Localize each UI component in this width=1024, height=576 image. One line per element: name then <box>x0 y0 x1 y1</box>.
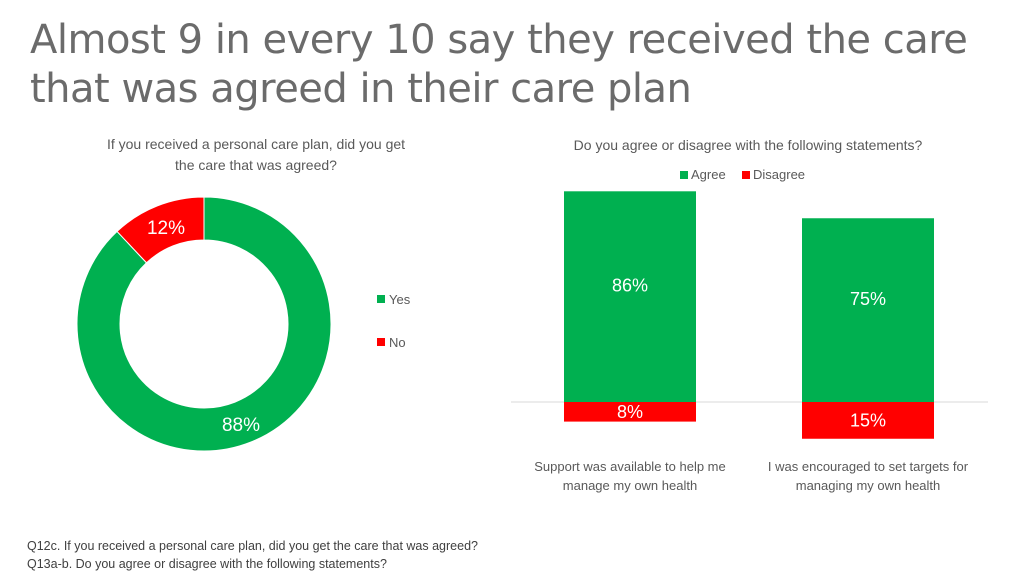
category-label-1-line-2: manage my own health <box>563 478 697 493</box>
legend-label-disagree: Disagree <box>753 167 805 182</box>
donut-label-no: 12% <box>147 218 185 239</box>
legend-label-no: No <box>389 335 406 350</box>
category-label-1-line-1: Support was available to help me <box>534 459 726 474</box>
legend-swatch-disagree <box>742 171 750 179</box>
donut-chart: 88% 12% <box>76 196 332 452</box>
legend-label-agree: Agree <box>691 167 726 182</box>
donut-legend: Yes No <box>377 292 411 350</box>
donut-slice-yes <box>76 196 332 452</box>
footnote: Q12c. If you received a personal care pl… <box>27 537 478 573</box>
footnote-line-2: Q13a-b. Do you agree or disagree with th… <box>27 557 387 571</box>
page-title-line-1: Almost 9 in every 10 say they received t… <box>30 17 968 63</box>
legend-swatch-agree <box>680 171 688 179</box>
bar-agree-1 <box>564 191 696 402</box>
legend-swatch-yes <box>377 295 385 303</box>
donut-chart-title-line-2: the care that was agreed? <box>175 157 337 173</box>
bar-disagree-2 <box>802 402 934 439</box>
bar-chart-title: Do you agree or disagree with the follow… <box>573 137 923 153</box>
donut-chart-title-line-1: If you received a personal care plan, di… <box>106 136 406 152</box>
legend-label-yes: Yes <box>389 292 411 307</box>
donut-slice-no <box>116 196 205 264</box>
page-title: Almost 9 in every 10 say they received t… <box>30 16 990 114</box>
category-label-2-line-1: I was encouraged to set targets for <box>768 459 969 474</box>
bar-disagree-1 <box>564 402 696 422</box>
legend-swatch-no <box>377 338 385 346</box>
donut-label-yes: 88% <box>222 415 260 436</box>
bar-label-agree-2: 75% <box>850 289 886 309</box>
bar-label-disagree-1: 8% <box>617 402 643 422</box>
footnote-line-1: Q12c. If you received a personal care pl… <box>27 539 478 553</box>
page-title-line-2: that was agreed in their care plan <box>30 66 692 112</box>
bar-legend: Agree Disagree <box>680 167 805 182</box>
bar-label-disagree-2: 15% <box>850 410 886 430</box>
category-label-2-line-2: managing my own health <box>796 478 941 493</box>
bar-chart: 86% 8% Support was available to help me man… <box>511 191 988 493</box>
bar-agree-2 <box>802 218 934 402</box>
donut-chart-title: If you received a personal care plan, di… <box>70 134 442 176</box>
bar-label-agree-1: 86% <box>612 276 648 296</box>
